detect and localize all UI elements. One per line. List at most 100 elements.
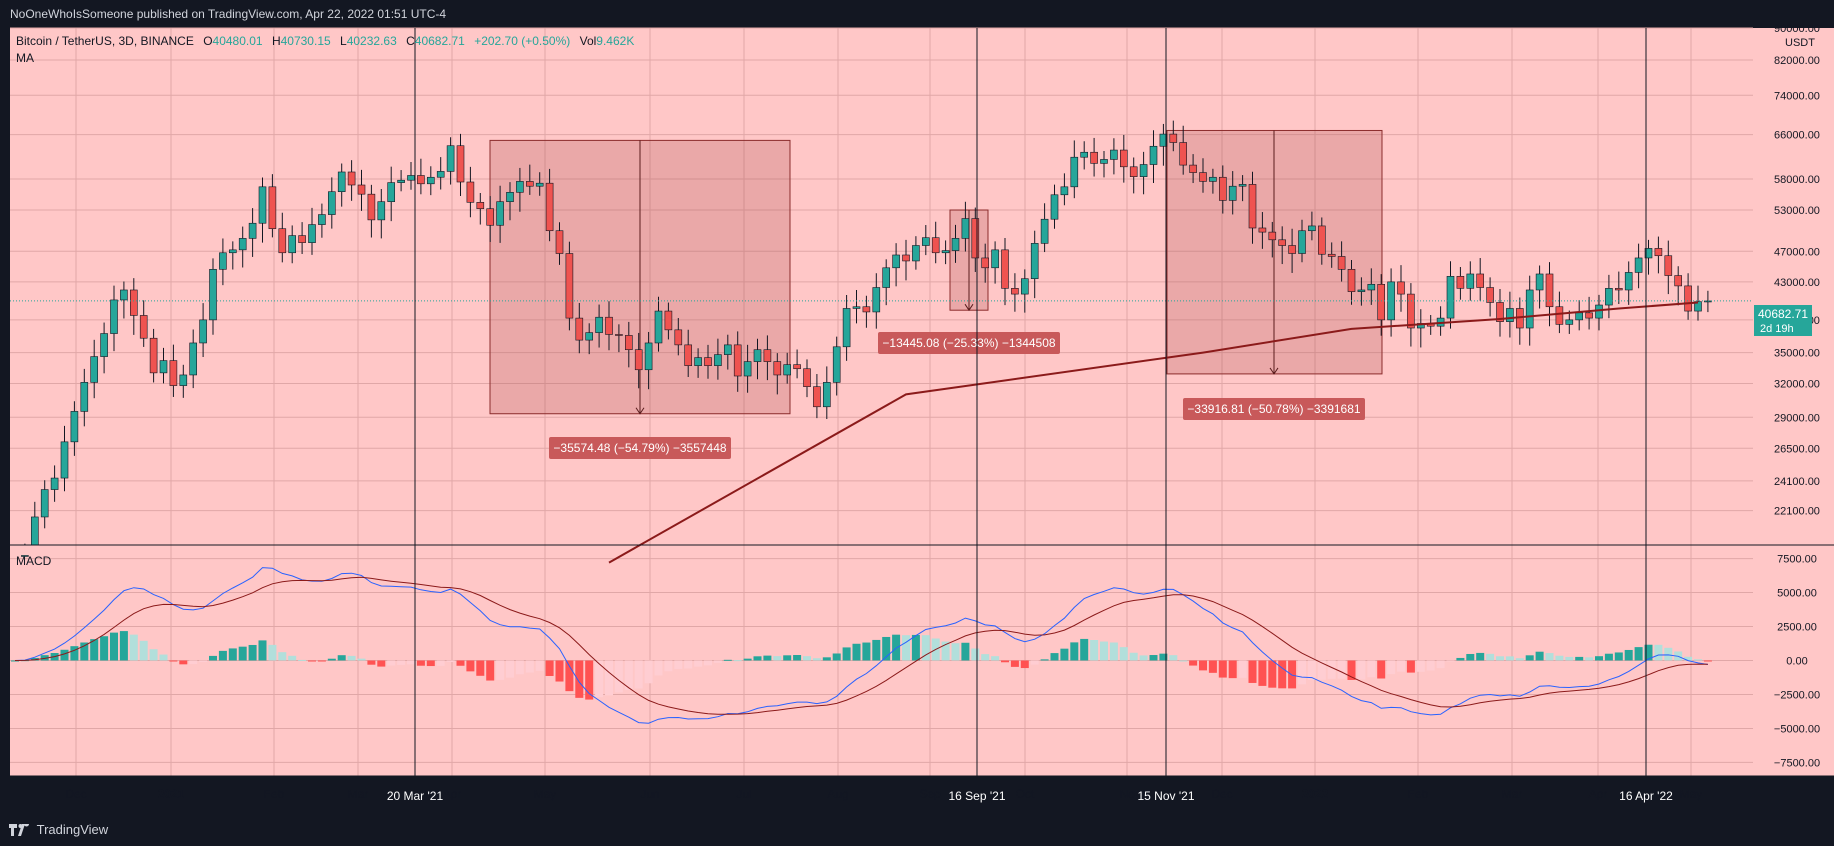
candle-body — [308, 224, 316, 243]
candle-body — [1318, 225, 1326, 255]
time-tick-label: Jul — [736, 787, 751, 801]
candle-body — [1575, 312, 1583, 321]
macd-histogram-bar — [100, 636, 109, 661]
candle-body — [961, 218, 970, 239]
tradingview-brand: TradingView — [36, 821, 109, 837]
macd-histogram-bar — [654, 660, 663, 676]
candle-body — [219, 252, 227, 270]
candle-body — [90, 356, 98, 383]
time-tick-label: Sep — [919, 787, 941, 801]
candle-body — [1288, 245, 1296, 254]
candle-body — [159, 360, 168, 374]
legend-vol-value: 9.462K — [596, 34, 634, 48]
candle-body — [1159, 133, 1168, 147]
macd-histogram-bar — [199, 660, 208, 663]
price-tick-label: 29000.00 — [1774, 412, 1820, 424]
price-tick-label: 35000.00 — [1774, 348, 1820, 360]
candle-body — [1555, 306, 1564, 325]
macd-histogram-bar — [1208, 660, 1217, 673]
candle-body — [723, 344, 732, 355]
candle-body — [229, 249, 237, 254]
macd-histogram-bar — [1545, 653, 1554, 661]
candle-body — [1209, 176, 1217, 182]
price-tick-label: 47000.00 — [1774, 246, 1820, 258]
macd-histogram-bar — [308, 660, 316, 662]
legend-ma[interactable]: MA — [16, 51, 34, 65]
candle-body — [1466, 273, 1475, 289]
measurement-label: −33916.81 (−50.78%) −3391681 — [1187, 402, 1360, 416]
macd-histogram-bar — [1397, 660, 1405, 672]
macd-tick-label: −2500.00 — [1774, 689, 1820, 701]
macd-histogram-bar — [1050, 653, 1059, 661]
candle-body — [1407, 293, 1415, 329]
macd-histogram-bar — [872, 639, 881, 661]
candle-body — [318, 214, 326, 225]
macd-histogram-bar — [1119, 647, 1128, 661]
macd-histogram-bar — [1298, 660, 1306, 685]
candle-body — [1189, 164, 1197, 173]
candle-body — [120, 289, 128, 301]
candle-body — [397, 179, 405, 183]
candle-body — [149, 337, 158, 374]
macd-histogram-bar — [1416, 660, 1425, 672]
time-marker-label-box — [1612, 786, 1680, 806]
macd-histogram-bar — [149, 649, 158, 661]
candle-body — [516, 181, 524, 193]
candle-body — [1456, 276, 1465, 289]
macd-histogram-bar — [773, 656, 782, 661]
time-marker-label-box — [1132, 786, 1200, 806]
macd-histogram-bar — [1466, 653, 1475, 661]
legend-symbol: Bitcoin / TetherUS, 3D, BINANCE — [16, 34, 194, 48]
macd-histogram-bar — [951, 643, 960, 661]
price-axis-background — [1753, 28, 1834, 776]
macd-histogram-bar — [1595, 656, 1603, 661]
macd-histogram-bar — [209, 655, 217, 661]
macd-histogram-bar — [1555, 655, 1564, 661]
candle-body — [1149, 145, 1158, 165]
candle-body — [822, 382, 831, 408]
candle-body — [1496, 302, 1504, 322]
macd-histogram-bar — [1634, 647, 1643, 661]
macd-histogram-bar — [496, 660, 505, 680]
candle-body — [80, 382, 89, 412]
candle-body — [1020, 278, 1029, 295]
macd-histogram-bar — [783, 655, 792, 661]
candle-body — [1595, 304, 1603, 319]
macd-tick-label: −7500.00 — [1774, 757, 1820, 769]
time-axis[interactable]: Dec 2021 Feb Mar Apr May Jun Jul Aug Sep Oct No Dec 2… — [10, 775, 1834, 801]
macd-histogram-bar — [525, 660, 534, 673]
macd-histogram-bar — [941, 641, 950, 661]
legend-low-value: 40232.63 — [347, 34, 397, 48]
candle-body — [763, 349, 772, 362]
macd-histogram-bar — [298, 659, 307, 661]
macd-histogram-bar — [1624, 649, 1633, 661]
candle-body — [189, 342, 197, 376]
last-price-value: 40682.71 — [1758, 307, 1808, 321]
legend-macd[interactable]: MACD — [16, 554, 52, 568]
macd-histogram-bar — [357, 658, 366, 661]
grid — [10, 27, 1753, 776]
macd-histogram-bar — [347, 655, 356, 661]
macd-histogram-bar — [1505, 656, 1514, 661]
macd-histogram-bar — [803, 656, 811, 661]
candle-body — [832, 346, 841, 383]
price-tick-label: 43000.00 — [1774, 277, 1820, 289]
candle-body — [100, 333, 108, 357]
macd-histogram-bar — [1654, 644, 1663, 661]
candle-body — [555, 230, 564, 254]
macd-histogram-bar — [743, 658, 752, 661]
macd-tick-label: 7500.00 — [1777, 554, 1817, 566]
macd-histogram-bar — [119, 631, 128, 661]
macd-histogram-bar — [1684, 656, 1693, 661]
macd-histogram-bar — [882, 636, 891, 661]
candle-body — [60, 441, 69, 479]
candle-body — [714, 354, 722, 366]
time-marker-label: 16 Apr '22 — [1619, 789, 1673, 803]
time-marker-label: 15 Nov '21 — [1138, 789, 1195, 803]
candle-body — [446, 145, 455, 172]
candle-body — [1120, 149, 1128, 168]
tradingview-logo[interactable]: TradingView — [9, 813, 108, 846]
candle-body — [783, 364, 792, 376]
candle-body — [1238, 184, 1247, 187]
